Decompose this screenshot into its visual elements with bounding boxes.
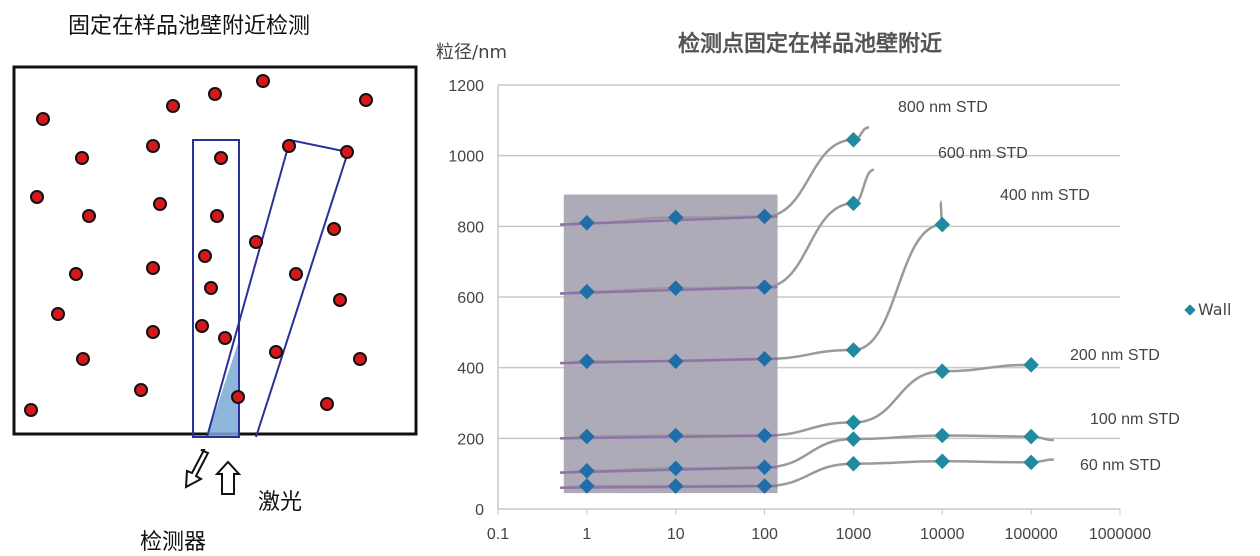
y-axis-label: 粒径/nm: [436, 42, 508, 63]
svg-text:800: 800: [457, 219, 484, 236]
svg-text:1000000: 1000000: [1089, 526, 1151, 543]
svg-text:0: 0: [475, 502, 484, 519]
legend-label: Wall: [1198, 300, 1232, 319]
svg-text:1000: 1000: [448, 149, 484, 166]
svg-text:1: 1: [582, 526, 591, 543]
svg-text:600: 600: [457, 290, 484, 307]
svg-text:800 nm STD: 800 nm STD: [898, 99, 988, 116]
detector-arrow-icon: [184, 449, 210, 489]
legend: Wall: [1184, 300, 1232, 319]
svg-text:400 nm STD: 400 nm STD: [1000, 187, 1090, 204]
svg-text:60 nm STD: 60 nm STD: [1080, 457, 1161, 474]
svg-text:1000: 1000: [836, 526, 872, 543]
svg-text:0.1: 0.1: [487, 526, 509, 543]
svg-text:100: 100: [751, 526, 778, 543]
svg-text:200: 200: [457, 431, 484, 448]
detector-label: 检测器: [140, 530, 207, 555]
svg-text:600 nm STD: 600 nm STD: [938, 145, 1028, 162]
scatter-chart: 0 200 400 600 800 1000 1200 0.1 1 10 100 1000 10000 1…: [448, 78, 1180, 543]
particles: [24, 74, 373, 417]
svg-text:200 nm STD: 200 nm STD: [1070, 347, 1160, 364]
legend-diamond-icon: [1184, 303, 1196, 316]
laser-label: 激光: [258, 490, 303, 515]
sample-cell-diagram: [12, 65, 418, 495]
diagram-title: 固定在样品池壁附近检测: [68, 14, 311, 39]
chart-title: 检测点固定在样品池壁附近: [678, 32, 943, 57]
svg-text:100000: 100000: [1004, 526, 1057, 543]
svg-text:10000: 10000: [920, 526, 965, 543]
svg-text:400: 400: [457, 361, 484, 378]
svg-text:10: 10: [667, 526, 685, 543]
laser-arrow-icon: [214, 460, 242, 495]
svg-text:100 nm STD: 100 nm STD: [1090, 411, 1180, 428]
svg-text:1200: 1200: [448, 78, 484, 95]
